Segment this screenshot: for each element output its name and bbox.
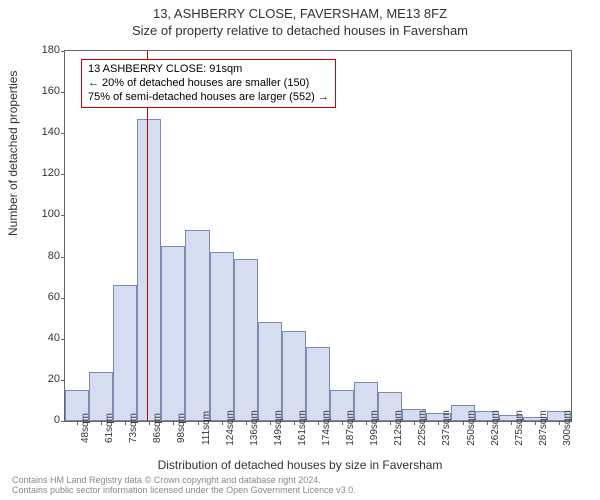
annotation-line2: ← 20% of detached houses are smaller (15… xyxy=(88,77,329,91)
ytick-label: 0 xyxy=(30,414,60,426)
ytick-mark xyxy=(61,380,65,381)
xtick-label: 237sqm xyxy=(441,410,452,446)
xtick-mark xyxy=(463,421,464,425)
histogram-bar xyxy=(161,246,185,421)
annotation-line1: 13 ASHBERRY CLOSE: 91sqm xyxy=(88,63,329,77)
histogram-bar xyxy=(258,322,282,421)
xtick-label: 174sqm xyxy=(321,410,332,446)
xtick-label: 187sqm xyxy=(345,410,356,446)
xtick-label: 212sqm xyxy=(393,410,404,446)
xtick-label: 275sqm xyxy=(514,410,525,446)
xtick-mark xyxy=(77,421,78,425)
ytick-mark xyxy=(61,92,65,93)
xtick-mark xyxy=(390,421,391,425)
ytick-label: 80 xyxy=(30,250,60,262)
ytick-label: 120 xyxy=(30,167,60,179)
title-subtitle: Size of property relative to detached ho… xyxy=(0,21,600,38)
xtick-mark xyxy=(414,421,415,425)
y-axis-label: Number of detached properties xyxy=(6,71,20,236)
xtick-label: 48sqm xyxy=(80,413,91,443)
xtick-label: 86sqm xyxy=(152,413,163,443)
title-address: 13, ASHBERRY CLOSE, FAVERSHAM, ME13 8FZ xyxy=(0,0,600,21)
ytick-label: 140 xyxy=(30,126,60,138)
xtick-mark xyxy=(559,421,560,425)
ytick-label: 40 xyxy=(30,332,60,344)
histogram-bar xyxy=(137,119,161,421)
xtick-label: 300sqm xyxy=(562,410,573,446)
chart-container: 13, ASHBERRY CLOSE, FAVERSHAM, ME13 8FZ … xyxy=(0,0,600,500)
ytick-mark xyxy=(61,133,65,134)
footnote-line2: Contains public sector information licen… xyxy=(12,486,356,496)
histogram-bar xyxy=(113,285,137,421)
xtick-mark xyxy=(535,421,536,425)
ytick-mark xyxy=(61,51,65,52)
ytick-mark xyxy=(61,174,65,175)
ytick-label: 20 xyxy=(30,373,60,385)
footnote: Contains HM Land Registry data © Crown c… xyxy=(12,476,356,496)
xtick-label: 61sqm xyxy=(104,413,115,443)
xtick-label: 225sqm xyxy=(417,410,428,446)
xtick-label: 136sqm xyxy=(249,410,260,446)
xtick-mark xyxy=(294,421,295,425)
xtick-mark xyxy=(270,421,271,425)
ytick-label: 180 xyxy=(30,44,60,56)
xtick-mark xyxy=(318,421,319,425)
xtick-label: 111sqm xyxy=(201,411,212,445)
xtick-mark xyxy=(125,421,126,425)
xtick-mark xyxy=(438,421,439,425)
ytick-mark xyxy=(61,339,65,340)
xtick-mark xyxy=(173,421,174,425)
xtick-label: 199sqm xyxy=(369,410,380,446)
ytick-label: 60 xyxy=(30,291,60,303)
xtick-label: 73sqm xyxy=(128,413,139,443)
ytick-mark xyxy=(61,298,65,299)
histogram-bar xyxy=(210,252,234,421)
xtick-mark xyxy=(511,421,512,425)
xtick-label: 250sqm xyxy=(466,410,477,446)
xtick-mark xyxy=(222,421,223,425)
xtick-mark xyxy=(149,421,150,425)
x-axis-label: Distribution of detached houses by size … xyxy=(0,458,600,472)
annotation-line3: 75% of semi-detached houses are larger (… xyxy=(88,91,329,105)
xtick-label: 124sqm xyxy=(225,410,236,446)
ytick-mark xyxy=(61,257,65,258)
histogram-bar xyxy=(185,230,209,421)
ytick-mark xyxy=(61,421,65,422)
xtick-label: 287sqm xyxy=(538,410,549,446)
xtick-label: 161sqm xyxy=(297,410,308,446)
xtick-label: 262sqm xyxy=(490,410,501,446)
xtick-mark xyxy=(342,421,343,425)
xtick-label: 98sqm xyxy=(176,413,187,443)
plot-area: 13 ASHBERRY CLOSE: 91sqm← 20% of detache… xyxy=(64,50,572,422)
histogram-bar xyxy=(282,331,306,421)
xtick-mark xyxy=(487,421,488,425)
xtick-mark xyxy=(198,421,199,425)
xtick-label: 149sqm xyxy=(273,410,284,446)
xtick-mark xyxy=(101,421,102,425)
xtick-mark xyxy=(366,421,367,425)
annotation-box: 13 ASHBERRY CLOSE: 91sqm← 20% of detache… xyxy=(81,59,336,108)
ytick-mark xyxy=(61,215,65,216)
ytick-label: 100 xyxy=(30,208,60,220)
ytick-label: 160 xyxy=(30,85,60,97)
xtick-mark xyxy=(246,421,247,425)
histogram-bar xyxy=(234,259,258,421)
